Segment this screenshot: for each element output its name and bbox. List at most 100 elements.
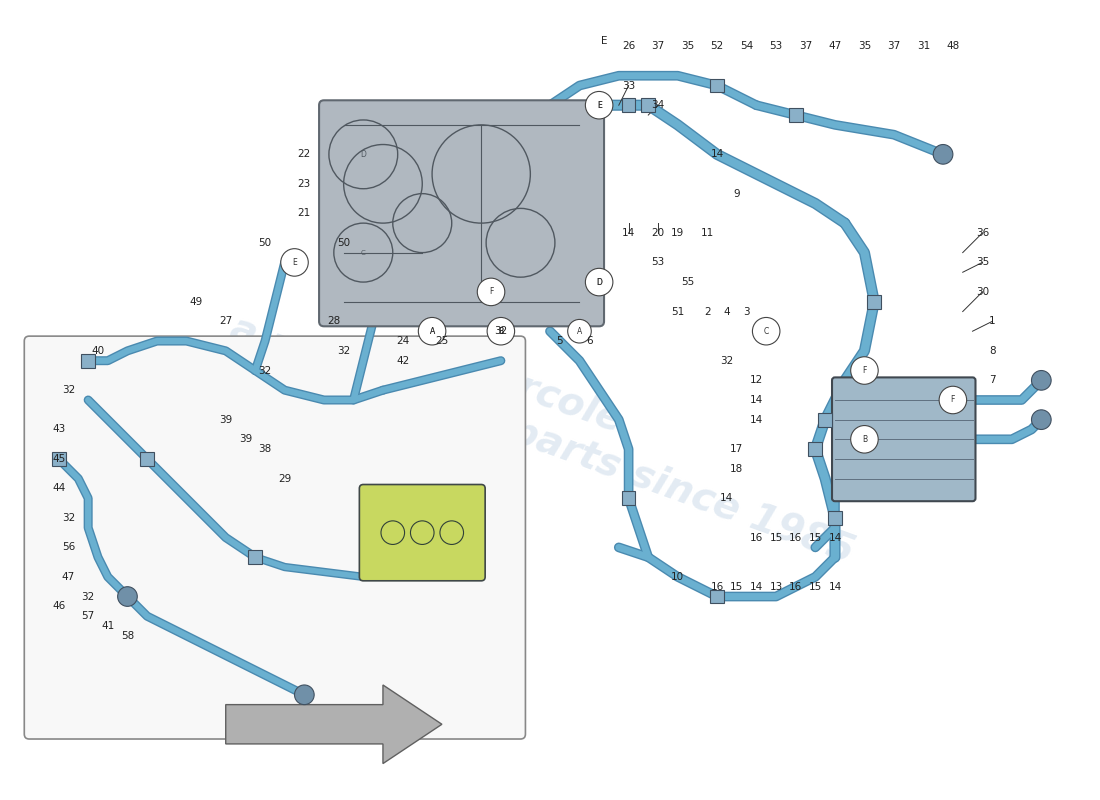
Bar (818, 413, 832, 426)
Text: 3: 3 (744, 306, 750, 317)
Text: 16: 16 (711, 582, 724, 592)
Text: 44: 44 (52, 483, 65, 494)
Text: 30: 30 (976, 287, 989, 297)
Text: A: A (429, 326, 434, 336)
Text: C: C (763, 326, 769, 336)
Text: E: E (597, 101, 602, 110)
Bar (789, 108, 803, 122)
Bar (621, 491, 636, 505)
Text: 35: 35 (858, 42, 871, 51)
Text: 42: 42 (396, 356, 409, 366)
Text: 14: 14 (750, 582, 763, 592)
Circle shape (280, 249, 308, 276)
Text: 32: 32 (494, 326, 507, 336)
Text: 48: 48 (946, 42, 959, 51)
Text: E: E (601, 36, 607, 46)
Text: 26: 26 (621, 42, 635, 51)
Text: 33: 33 (621, 81, 635, 90)
Text: 52: 52 (711, 42, 724, 51)
Text: 17: 17 (730, 444, 744, 454)
Text: 14: 14 (828, 533, 842, 542)
Text: 22: 22 (298, 150, 311, 159)
Text: 45: 45 (52, 454, 65, 464)
Text: F: F (950, 395, 955, 405)
Circle shape (490, 319, 513, 343)
Circle shape (752, 318, 780, 345)
Text: 56: 56 (62, 542, 75, 552)
Circle shape (587, 270, 610, 294)
Text: 57: 57 (81, 611, 95, 621)
Text: 21: 21 (298, 208, 311, 218)
Text: B: B (862, 435, 867, 444)
Text: 54: 54 (740, 42, 754, 51)
Bar (621, 98, 636, 112)
Text: 58: 58 (121, 631, 134, 641)
Bar (81, 354, 95, 367)
FancyBboxPatch shape (319, 100, 604, 326)
Polygon shape (226, 685, 442, 763)
Text: 41: 41 (101, 621, 114, 631)
Circle shape (1032, 370, 1052, 390)
Circle shape (420, 319, 444, 343)
Bar (711, 590, 724, 603)
Text: 37: 37 (888, 42, 901, 51)
Bar (641, 98, 656, 112)
Circle shape (487, 318, 515, 345)
Text: 39: 39 (219, 414, 232, 425)
Text: 31: 31 (916, 42, 930, 51)
Text: 13: 13 (769, 582, 782, 592)
Circle shape (295, 685, 315, 705)
Circle shape (477, 278, 505, 306)
Text: 8: 8 (989, 346, 996, 356)
Text: F: F (862, 366, 867, 375)
Text: F: F (488, 287, 493, 297)
Bar (52, 452, 66, 466)
Text: 12: 12 (750, 375, 763, 386)
Circle shape (933, 145, 953, 164)
Text: C: C (361, 250, 365, 256)
Text: 32: 32 (258, 366, 272, 375)
Text: B: B (498, 326, 504, 336)
Text: 32: 32 (62, 513, 75, 523)
Bar (828, 511, 842, 525)
Bar (868, 295, 881, 309)
Bar (249, 550, 262, 564)
Text: 27: 27 (219, 316, 232, 326)
Text: 1: 1 (989, 316, 996, 326)
Text: 18: 18 (730, 464, 744, 474)
Text: 10: 10 (671, 572, 684, 582)
Circle shape (850, 426, 878, 453)
Text: 20: 20 (651, 228, 664, 238)
Text: 14: 14 (828, 582, 842, 592)
Text: 11: 11 (701, 228, 714, 238)
Circle shape (850, 357, 878, 384)
Text: 16: 16 (789, 533, 802, 542)
Circle shape (1032, 410, 1052, 430)
Text: 14: 14 (750, 414, 763, 425)
Text: 35: 35 (681, 42, 694, 51)
Text: 24: 24 (396, 336, 409, 346)
Text: B: B (498, 326, 504, 336)
Text: 32: 32 (720, 356, 734, 366)
Text: 51: 51 (671, 306, 684, 317)
Bar (711, 78, 724, 93)
Text: 35: 35 (976, 258, 989, 267)
Text: 5: 5 (557, 336, 563, 346)
Text: 14: 14 (621, 228, 635, 238)
Text: 47: 47 (828, 42, 842, 51)
Text: 16: 16 (789, 582, 802, 592)
Text: 53: 53 (651, 258, 664, 267)
Text: 34: 34 (651, 100, 664, 110)
Text: D: D (596, 278, 602, 286)
Circle shape (585, 268, 613, 296)
Circle shape (585, 91, 613, 119)
Text: 53: 53 (769, 42, 782, 51)
Text: 55: 55 (681, 277, 694, 287)
Text: 15: 15 (808, 533, 822, 542)
Text: 25: 25 (436, 336, 449, 346)
Text: 46: 46 (52, 602, 65, 611)
Circle shape (568, 319, 592, 343)
Text: 40: 40 (91, 346, 104, 356)
Text: E: E (597, 101, 602, 110)
Text: 37: 37 (799, 42, 812, 51)
